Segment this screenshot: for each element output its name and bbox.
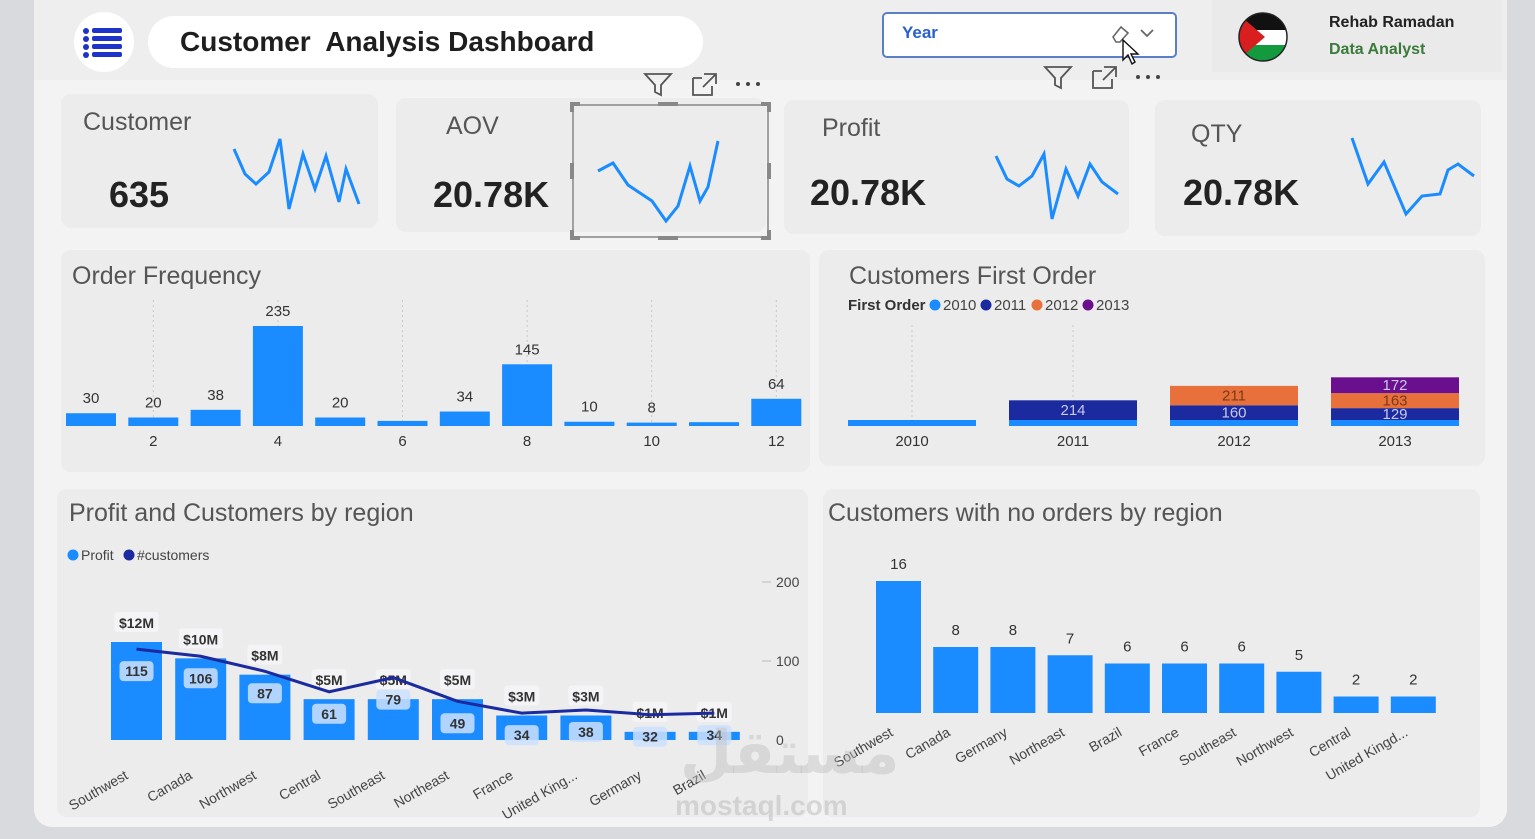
sparkline-selection[interactable] [568, 101, 772, 241]
watermark: mostaql.com [675, 790, 848, 821]
focus-mode-icon[interactable] [688, 70, 720, 98]
kpi-card-aov[interactable]: AOV 20.78K [396, 98, 766, 232]
palestine-flag-icon [1238, 12, 1288, 62]
kpi-label: QTY [1191, 120, 1243, 148]
kpi-value: 635 [109, 174, 170, 215]
sparkline [994, 149, 1119, 220]
chart-title: Profit and Customers by region [69, 499, 414, 527]
panel-no-orders[interactable]: Customers with no orders by region [823, 489, 1480, 817]
sparkline [1350, 137, 1475, 217]
watermark-arabic: مستقل [680, 719, 900, 786]
chart-title: Order Frequency [72, 262, 261, 290]
kpi-value: 20.78K [810, 172, 927, 213]
eraser-icon[interactable] [1109, 22, 1133, 46]
kpi-label: Customer [83, 108, 192, 136]
menu-button[interactable] [74, 12, 134, 72]
page-title: Customer Analysis Dashboard [180, 26, 595, 57]
panel-order-frequency[interactable]: Order Frequency [61, 250, 810, 472]
user-role: Data Analyst [1329, 41, 1426, 58]
filter-icon[interactable] [642, 70, 674, 98]
list-menu-icon [83, 28, 122, 58]
chevron-down-icon[interactable] [1138, 24, 1156, 42]
kpi-card-qty[interactable]: QTY 20.78K [1155, 100, 1481, 236]
slicer-label: Year [902, 23, 938, 42]
kpi-label: AOV [446, 112, 499, 140]
kpi-label: Profit [822, 114, 881, 142]
title-banner: Customer Analysis Dashboard [148, 16, 703, 68]
chart-title: Customers with no orders by region [828, 499, 1223, 527]
cursor-icon [1122, 38, 1140, 66]
panel-first-order[interactable]: Customers First Order [819, 250, 1485, 466]
kpi-value: 20.78K [1183, 172, 1300, 213]
chart-title: Customers First Order [849, 262, 1097, 290]
kpi-value: 20.78K [433, 174, 550, 215]
user-name: Rehab Ramadan [1329, 14, 1455, 31]
filter-icon[interactable] [1042, 63, 1074, 91]
more-options-icon[interactable] [1133, 63, 1165, 91]
sparkline [232, 138, 361, 210]
focus-mode-icon[interactable] [1088, 63, 1120, 91]
kpi-card-customer[interactable]: Customer 635 [61, 94, 378, 228]
kpi-card-profit[interactable]: Profit 20.78K [784, 100, 1129, 234]
more-options-icon[interactable] [733, 70, 765, 98]
